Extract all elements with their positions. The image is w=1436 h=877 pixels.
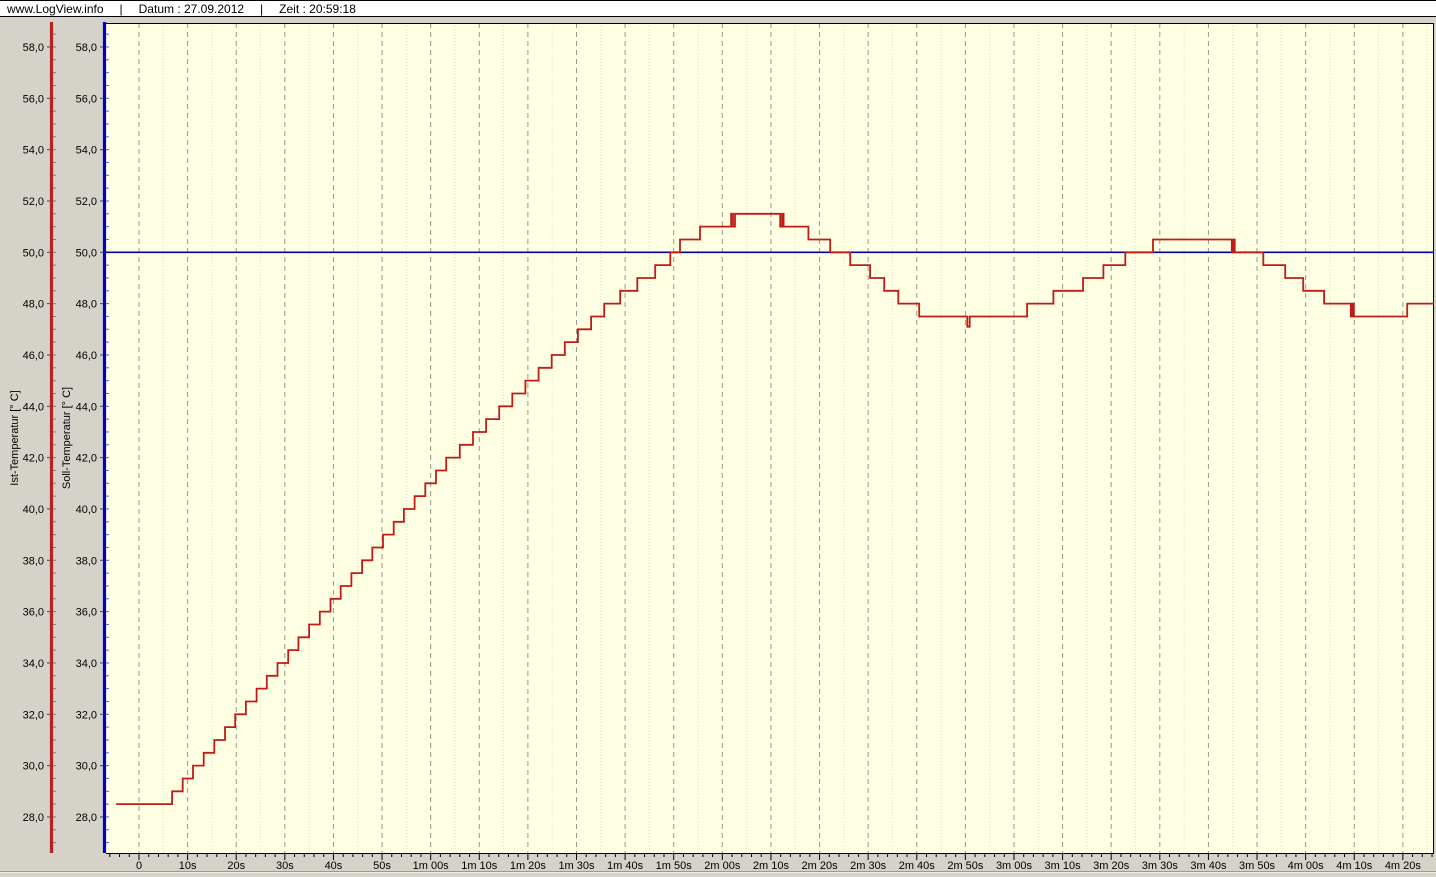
x-tick-label: 3m 00s [996, 860, 1033, 872]
x-tick-label: 20s [227, 860, 245, 872]
x-tick-label: 3m 30s [1142, 860, 1179, 872]
soll-tick-label: 54,0 [76, 145, 97, 157]
chart-area: 58,0 56,0 54,0 52,0 50,0 48,0 46,0 44,0 42,0 40,0… [0, 17, 1436, 877]
x-tick-label: 3m 20s [1093, 860, 1130, 872]
soll-tick-label: 36,0 [76, 607, 97, 619]
soll-minor-ticks [106, 33, 109, 844]
ist-tick-label: 36,0 [23, 607, 44, 619]
x-tick-label: 4m 20s [1385, 860, 1422, 872]
x-tick-label: 1m 00s [413, 860, 450, 872]
x-tick-label: 2m 50s [947, 860, 984, 872]
header-datum: Datum : 27.09.2012 [138, 1, 245, 16]
x-tick-label: 30s [276, 860, 294, 872]
x-tick-label: 1m 40s [607, 860, 644, 872]
x-tick-label: 1m 50s [656, 860, 693, 872]
header-brand: www.LogView.info [7, 1, 104, 16]
x-tick-label: 2m 10s [753, 860, 790, 872]
soll-tick-label: 44,0 [76, 401, 97, 413]
x-tick-label: 10s [179, 860, 197, 872]
soll-tick-label: 50,0 [76, 247, 97, 259]
ist-tick-label: 40,0 [23, 504, 44, 516]
x-tick-label: 1m 30s [558, 860, 595, 872]
ist-tick-label: 54,0 [23, 145, 44, 157]
x-tick-label: 0 [136, 860, 142, 872]
ist-axis-title: Ist-Temperatur [° C] [9, 390, 21, 485]
soll-tick-label: 58,0 [76, 42, 97, 54]
series-layer [106, 212, 1434, 805]
major-gridlines [138, 23, 1404, 853]
header-separator: | [260, 1, 264, 16]
soll-axis-title: Soll-Temperatur [° C] [61, 387, 73, 489]
x-tick-label: 4m 00s [1288, 860, 1325, 872]
x-tick-label: 2m 30s [850, 860, 887, 872]
x-tick-label: 2m 40s [899, 860, 936, 872]
ist-tick-label: 58,0 [23, 42, 44, 54]
chart-canvas: 58,0 56,0 54,0 52,0 50,0 48,0 46,0 44,0 42,0 40,0… [0, 17, 1436, 877]
header-bar: www.LogView.info | Datum : 27.09.2012 | … [0, 0, 1436, 17]
ist-tick-label: 30,0 [23, 761, 44, 773]
soll-tick-label: 42,0 [76, 453, 97, 465]
ist-tick-label: 46,0 [23, 350, 44, 362]
soll-tick-label: 46,0 [76, 350, 97, 362]
soll-tick-label: 38,0 [76, 555, 97, 567]
x-tick-label: 1m 10s [461, 860, 498, 872]
ist-tick-label: 52,0 [23, 196, 44, 208]
ist-minor-ticks [53, 33, 56, 844]
x-tick-label: 4m 10s [1336, 860, 1373, 872]
x-tick-label: 1m 20s [510, 860, 547, 872]
soll-tick-label: 34,0 [76, 658, 97, 670]
plot-background [106, 23, 1434, 853]
soll-tick-label: 48,0 [76, 299, 97, 311]
y-axis-ist: 58,0 56,0 54,0 52,0 50,0 48,0 46,0 44,0 42,0 40,0… [9, 22, 56, 853]
x-tick-label: 3m 10s [1045, 860, 1082, 872]
x-tick-label: 2m 20s [802, 860, 839, 872]
x-tick-label: 3m 40s [1190, 860, 1227, 872]
ist-tick-label: 34,0 [23, 658, 44, 670]
soll-tick-label: 52,0 [76, 196, 97, 208]
x-tick-label: 3m 50s [1239, 860, 1276, 872]
ist-tick-label: 32,0 [23, 709, 44, 721]
ist-tick-label: 42,0 [23, 453, 44, 465]
minor-gridlines [162, 23, 1428, 853]
ist-tick-label: 48,0 [23, 299, 44, 311]
ist-tick-label: 38,0 [23, 555, 44, 567]
x-axis: 0 10s 20s 30s 40s 50s 1m 00s 1m 10s 1m 20s 1m 30s… [109, 854, 1433, 872]
ist-tick-label: 56,0 [23, 93, 44, 105]
ist-tick-label: 28,0 [23, 812, 44, 824]
soll-tick-label: 28,0 [76, 812, 97, 824]
x-tick-label: 40s [325, 860, 343, 872]
x-tick-label: 2m 00s [704, 860, 741, 872]
ist-tick-label: 50,0 [23, 247, 44, 259]
soll-tick-label: 30,0 [76, 761, 97, 773]
ist-tick-label: 44,0 [23, 401, 44, 413]
ist-series-line [116, 212, 1434, 805]
y-axis-soll: 58,0 56,0 54,0 52,0 50,0 48,0 46,0 44,0 42,0 40,0… [61, 22, 109, 853]
x-tick-label: 50s [373, 860, 391, 872]
plot-border [106, 23, 1434, 854]
header-zeit: Zeit : 20:59:18 [279, 1, 356, 16]
soll-tick-label: 32,0 [76, 709, 97, 721]
soll-tick-label: 40,0 [76, 504, 97, 516]
soll-tick-label: 56,0 [76, 93, 97, 105]
header-separator: | [119, 1, 123, 16]
